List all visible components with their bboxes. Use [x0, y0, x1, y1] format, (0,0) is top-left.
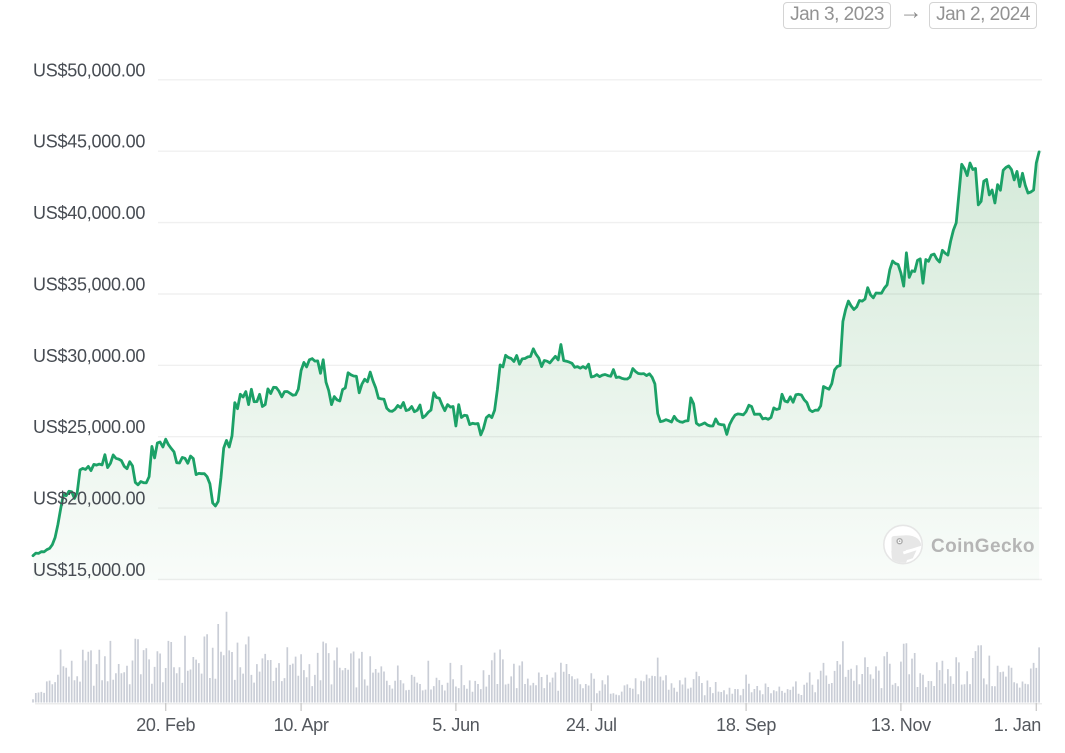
svg-text:US$15,000.00: US$15,000.00: [33, 560, 145, 580]
svg-text:US$30,000.00: US$30,000.00: [33, 346, 145, 366]
svg-text:US$20,000.00: US$20,000.00: [33, 489, 145, 509]
svg-text:1. Jan: 1. Jan: [994, 715, 1041, 735]
svg-text:US$35,000.00: US$35,000.00: [33, 275, 145, 295]
svg-text:18. Sep: 18. Sep: [716, 715, 776, 735]
svg-text:13. Nov: 13. Nov: [871, 715, 931, 735]
svg-text:24. Jul: 24. Jul: [566, 715, 617, 735]
svg-text:US$45,000.00: US$45,000.00: [33, 132, 145, 152]
svg-text:CoinGecko: CoinGecko: [931, 536, 1035, 557]
svg-text:US$40,000.00: US$40,000.00: [33, 203, 145, 223]
svg-text:US$25,000.00: US$25,000.00: [33, 417, 145, 437]
svg-text:US$50,000.00: US$50,000.00: [33, 60, 145, 80]
svg-text:10. Apr: 10. Apr: [274, 715, 329, 735]
svg-text:5. Jun: 5. Jun: [432, 715, 479, 735]
svg-text:20. Feb: 20. Feb: [136, 715, 195, 735]
